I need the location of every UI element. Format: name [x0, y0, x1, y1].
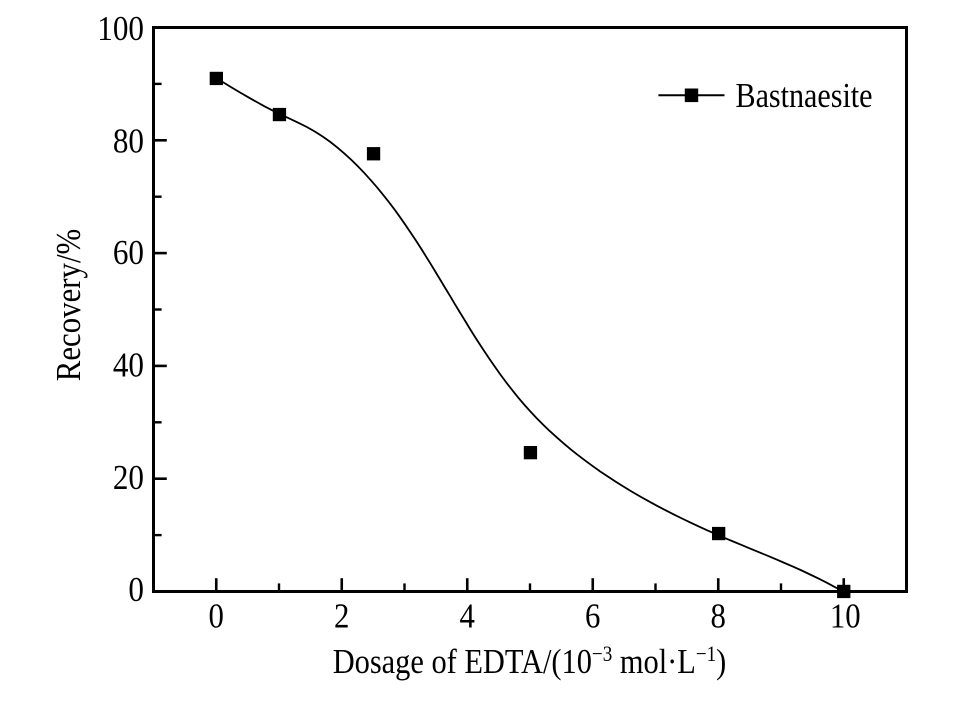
svg-text:4: 4 [460, 598, 475, 636]
svg-text:80: 80 [113, 122, 144, 161]
svg-text:100: 100 [97, 9, 144, 48]
svg-text:40: 40 [113, 346, 144, 385]
svg-text:2: 2 [334, 598, 349, 636]
svg-text:20: 20 [113, 458, 144, 497]
svg-text:Bastnaesite: Bastnaesite [736, 77, 873, 116]
svg-text:0: 0 [209, 598, 224, 636]
svg-text:8: 8 [711, 598, 726, 636]
svg-text:6: 6 [585, 598, 600, 636]
svg-text:Recovery/%: Recovery/% [50, 229, 88, 382]
svg-text:0: 0 [128, 570, 144, 609]
svg-text:60: 60 [113, 233, 144, 272]
svg-text:10: 10 [830, 598, 861, 636]
svg-text:Dosage of EDTA/(10−3 mol·L−1): Dosage of EDTA/(10−3 mol·L−1) [333, 643, 727, 682]
